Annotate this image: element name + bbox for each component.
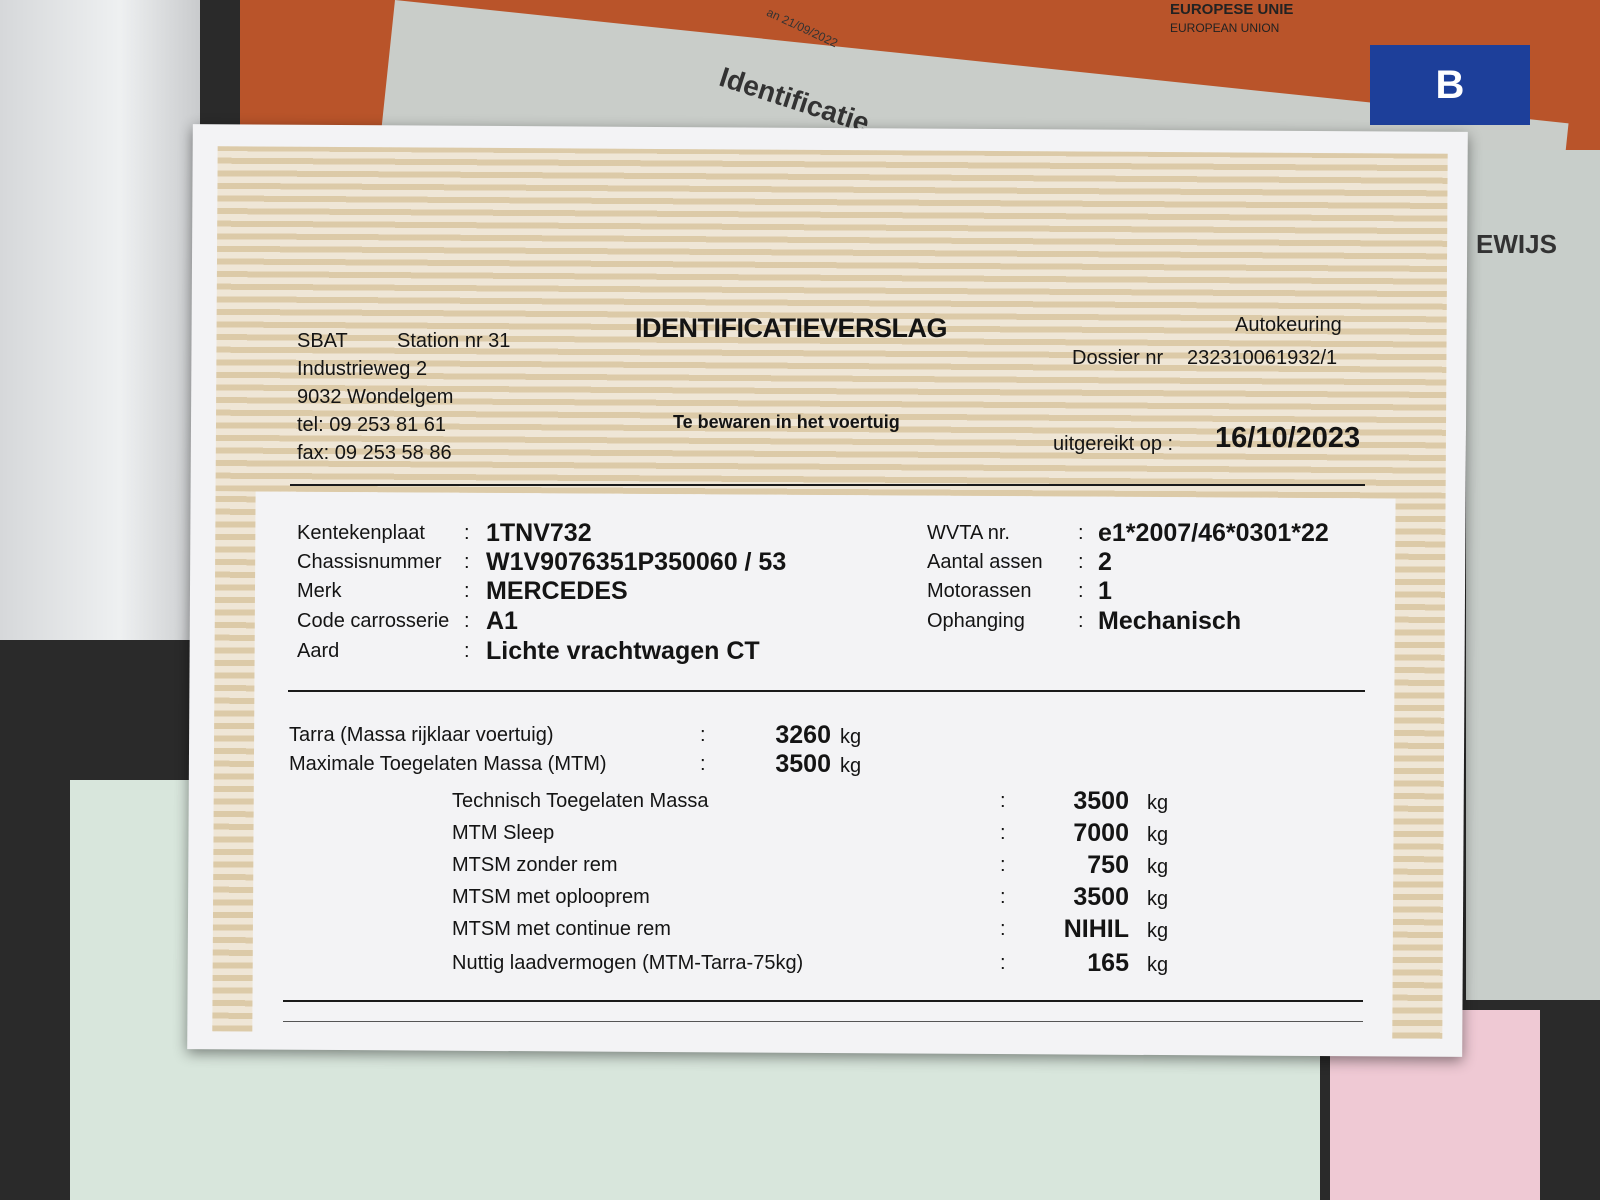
field-separator: : xyxy=(464,640,470,662)
field-label: Code carrosserie xyxy=(297,610,450,632)
field-value: A1 xyxy=(486,607,518,635)
mass-separator: : xyxy=(700,753,706,775)
field-label: Motorassen xyxy=(927,580,1032,602)
mass-separator: : xyxy=(1000,918,1006,940)
mass-value: 3500 xyxy=(1073,883,1129,911)
background-doc-right: EWIJS xyxy=(1466,150,1600,1000)
mass-unit: kg xyxy=(1147,920,1169,942)
org-name: SBAT xyxy=(297,330,348,352)
field-separator: : xyxy=(464,580,470,602)
field-separator: : xyxy=(1078,610,1084,632)
field-value: W1V9076351P350060 / 53 xyxy=(486,548,787,576)
issued-label: uitgereikt op : xyxy=(1053,433,1174,455)
mass-separator: : xyxy=(1000,886,1006,908)
background-eu-sub: EUROPEAN UNION xyxy=(1170,21,1280,35)
mass-label: Tarra (Massa rijklaar voertuig) xyxy=(289,724,554,746)
mass-value: 3500 xyxy=(775,750,831,778)
station-number: Station nr 31 xyxy=(397,330,511,352)
watermark-left-strip xyxy=(212,491,256,1032)
field-separator: : xyxy=(1078,551,1084,573)
field-separator: : xyxy=(464,522,470,544)
divider xyxy=(288,690,1365,692)
divider xyxy=(283,1021,1363,1022)
mass-label: Technisch Toegelaten Massa xyxy=(452,790,709,812)
mass-value: 750 xyxy=(1087,851,1129,879)
mass-separator: : xyxy=(1000,790,1006,812)
mass-value: 165 xyxy=(1087,949,1129,977)
field-value: Lichte vrachtwagen CT xyxy=(486,637,760,665)
mass-unit: kg xyxy=(1147,888,1169,910)
mass-separator: : xyxy=(1000,854,1006,876)
mass-label: MTSM zonder rem xyxy=(452,854,618,876)
mass-unit: kg xyxy=(1147,954,1169,976)
mass-label: MTM Sleep xyxy=(452,822,555,844)
field-label: Aard xyxy=(297,640,340,662)
mass-unit: kg xyxy=(1147,792,1169,814)
mass-unit: kg xyxy=(840,755,862,777)
mass-unit: kg xyxy=(1147,824,1169,846)
dossier-number: 232310061932/1 xyxy=(1187,347,1338,369)
field-separator: : xyxy=(1078,522,1084,544)
field-label: Kentekenplaat xyxy=(297,522,425,544)
field-separator: : xyxy=(464,610,470,632)
field-label: Chassisnummer xyxy=(297,551,442,573)
mass-label: Maximale Toegelaten Massa (MTM) xyxy=(289,753,607,775)
field-value: e1*2007/46*0301*22 xyxy=(1098,519,1329,547)
mass-label: Nuttig laadvermogen (MTM-Tarra-75kg) xyxy=(452,952,804,974)
fax: fax: 09 253 58 86 xyxy=(297,442,452,464)
document-title: IDENTIFICATIEVERSLAG xyxy=(635,313,948,343)
background-binder xyxy=(0,0,200,640)
field-separator: : xyxy=(1078,580,1084,602)
background-right-text: EWIJS xyxy=(1476,229,1557,259)
mass-separator: : xyxy=(1000,952,1006,974)
mass-separator: : xyxy=(1000,822,1006,844)
divider xyxy=(290,484,1365,486)
issued-date: 16/10/2023 xyxy=(1215,422,1361,454)
mass-value: NIHIL xyxy=(1063,915,1129,943)
field-label: Ophanging xyxy=(927,610,1025,632)
field-value: 2 xyxy=(1098,548,1112,576)
identification-report xyxy=(187,124,1468,1057)
background-eu-flag: B xyxy=(1370,45,1530,125)
phone: tel: 09 253 81 61 xyxy=(297,414,447,436)
background-eu-text: EUROPESE UNIE xyxy=(1170,1,1294,18)
field-value: Mechanisch xyxy=(1098,607,1242,635)
mass-label: MTSM met continue rem xyxy=(452,918,671,940)
field-value: MERCEDES xyxy=(486,577,628,605)
mass-separator: : xyxy=(700,724,706,746)
mass-value: 3500 xyxy=(1073,787,1129,815)
field-value: 1 xyxy=(1098,577,1112,605)
address-street: Industrieweg 2 xyxy=(297,358,428,380)
field-value: 1TNV732 xyxy=(486,519,592,547)
mass-unit: kg xyxy=(840,726,862,748)
divider xyxy=(283,1000,1363,1002)
mass-value: 7000 xyxy=(1073,819,1129,847)
address-city: 9032 Wondelgem xyxy=(297,386,454,408)
mass-unit: kg xyxy=(1147,856,1169,878)
dossier-label: Dossier nr xyxy=(1072,347,1164,369)
eu-flag-letter: B xyxy=(1435,63,1465,107)
category: Autokeuring xyxy=(1235,314,1342,336)
watermark-right-strip xyxy=(1392,498,1446,1039)
mass-label: MTSM met oplooprem xyxy=(452,886,650,908)
field-label: WVTA nr. xyxy=(927,522,1010,544)
field-label: Aantal assen xyxy=(927,551,1043,573)
field-label: Merk xyxy=(297,580,342,602)
field-separator: : xyxy=(464,551,470,573)
mass-value: 3260 xyxy=(775,721,831,749)
document-subtitle: Te bewaren in het voertuig xyxy=(673,412,900,432)
